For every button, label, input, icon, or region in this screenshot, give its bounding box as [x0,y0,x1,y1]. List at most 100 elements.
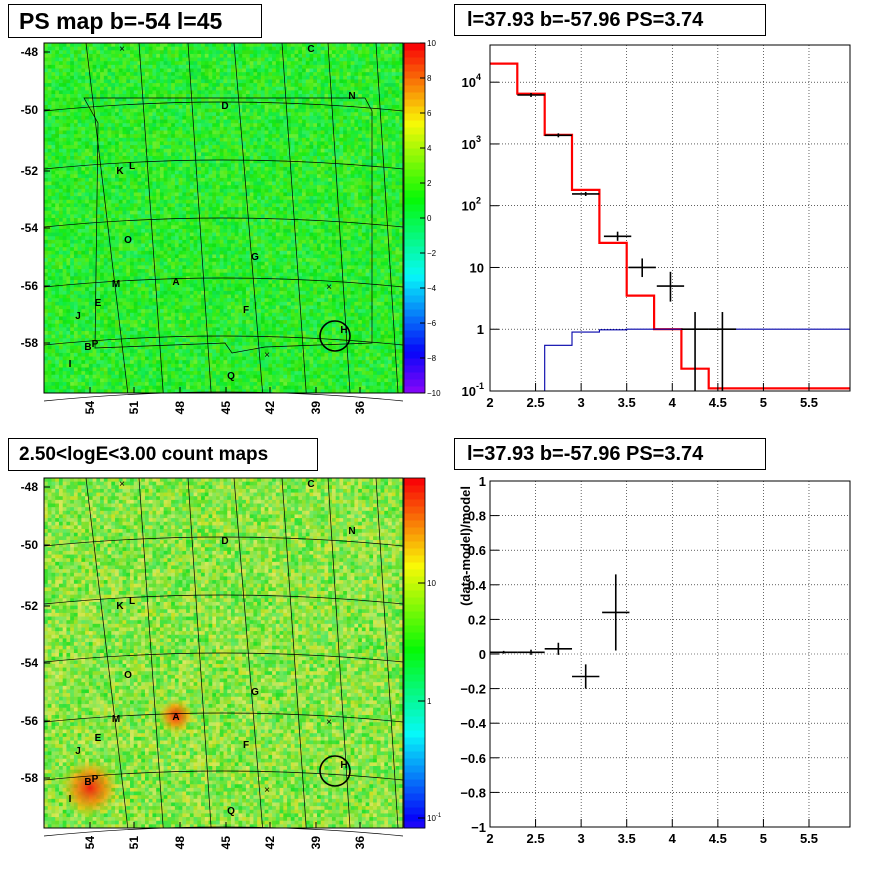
x-tick-label: 39 [309,836,323,850]
longitude-line [327,42,351,394]
colorbar-segment [404,765,425,773]
latitude-line [43,335,404,346]
colorbar-tick-label: 1 [427,697,432,706]
latitude-line [43,594,404,605]
cross-marker: × [326,282,332,293]
longitude-line [138,477,164,829]
colorbar-segment [404,737,425,745]
colorbar-segment [404,786,425,794]
count-map-title: 2.50<logE<3.00 count maps [8,438,318,471]
x-tick-label: 3 [578,831,585,846]
colorbar-tick-label: 0 [427,214,432,223]
colorbar-tick-label: 10 [427,39,436,48]
map-pixels-0 [44,43,404,394]
y-tick-label: -54 [21,656,39,670]
y-tick-label: −0.8 [460,785,486,800]
longitude-line [375,477,399,829]
longitude-line [327,477,351,829]
source-label-L: L [129,161,135,172]
source-glow [158,698,194,734]
colorbar-segment [404,120,425,128]
source-label-Q: Q [227,371,235,382]
colorbar-segment [404,253,425,261]
x-tick-label: 3.5 [618,831,636,846]
colorbar-segment [404,569,425,577]
cross-marker: × [264,350,270,361]
colorbar-segment [404,162,425,170]
y-tick-label: -56 [21,714,39,728]
y-tick-label: −0.6 [460,751,486,766]
colorbar-tick-label: −10 [427,389,441,398]
source-label-N: N [348,526,355,537]
colorbar-segment [404,78,425,86]
colorbar-segment [404,485,425,493]
colorbar-segment [404,197,425,205]
x-tick-label: 48 [173,836,187,850]
source-label-L: L [129,596,135,607]
y-tick-label: −0.2 [460,682,486,697]
colorbar-segment [404,499,425,507]
x-tick-label: 3 [578,395,585,410]
x-tick-label: 5.5 [800,395,818,410]
colorbar-tick-label: 2 [427,179,432,188]
x-tick-label: 42 [263,836,277,850]
source-label-G: G [251,252,259,263]
longitude-line [138,42,164,394]
source-label-I: I [69,794,72,805]
latitude-line [43,652,404,663]
y-tick-label: -52 [21,599,39,613]
colorbar-segment [404,688,425,696]
source-label-K: K [116,166,124,177]
x-tick-label: 4 [669,831,677,846]
colorbar-segment [404,386,425,394]
source-label-P: P [92,774,99,785]
cross-marker: × [119,44,125,55]
colorbar-segment [404,330,425,338]
colorbar-segment [404,814,425,822]
colorbar-segment [404,43,425,51]
source-label-Q: Q [227,806,235,817]
x-tick-label: 4 [669,395,677,410]
colorbar-segment [404,71,425,79]
colorbar-segment [404,618,425,626]
x-tick-label: 45 [219,836,233,850]
colorbar-segment [404,239,425,247]
source-label-K: K [116,601,124,612]
source-label-P: P [92,339,99,350]
source-label-D: D [221,536,228,547]
y-tick-label: 0 [479,647,486,662]
colorbar-segment [404,611,425,619]
y-tick-label: −1 [471,820,486,835]
colorbar-tick-label: −2 [427,249,437,258]
x-tick-label: 3.5 [618,395,636,410]
spectrum-title: l=37.93 b=-57.96 PS=3.74 [454,4,766,36]
colorbar-segment [404,506,425,514]
colorbar-segment [404,365,425,373]
colorbar-segment [404,113,425,121]
colorbar-segment [404,358,425,366]
colorbar-segment [404,674,425,682]
colorbar-tick-label: 6 [427,109,432,118]
colorbar-segment [404,555,425,563]
source-label-J: J [75,311,81,322]
colorbar-segment [404,772,425,780]
colorbar-segment [404,295,425,303]
map-frame [43,477,404,829]
x-tick-label: 4.5 [709,395,727,410]
longitude-line [233,42,263,394]
y-tick-exponent: 2 [476,196,481,206]
colorbar-segment [404,723,425,731]
colorbar-segment [404,751,425,759]
latitude-line [43,826,404,837]
x-tick-label: 54 [83,401,97,415]
colorbar-tick-label: −4 [427,284,437,293]
x-tick-label: 2 [486,395,493,410]
y-tick-label: 10 [462,384,476,399]
colorbar-segment [404,379,425,387]
longitude-line [281,477,307,829]
y-tick-exponent: 3 [476,134,481,144]
y-axis-label: (data-model)/model [458,486,473,606]
longitude-line [85,42,129,394]
x-tick-label: 36 [353,836,367,850]
